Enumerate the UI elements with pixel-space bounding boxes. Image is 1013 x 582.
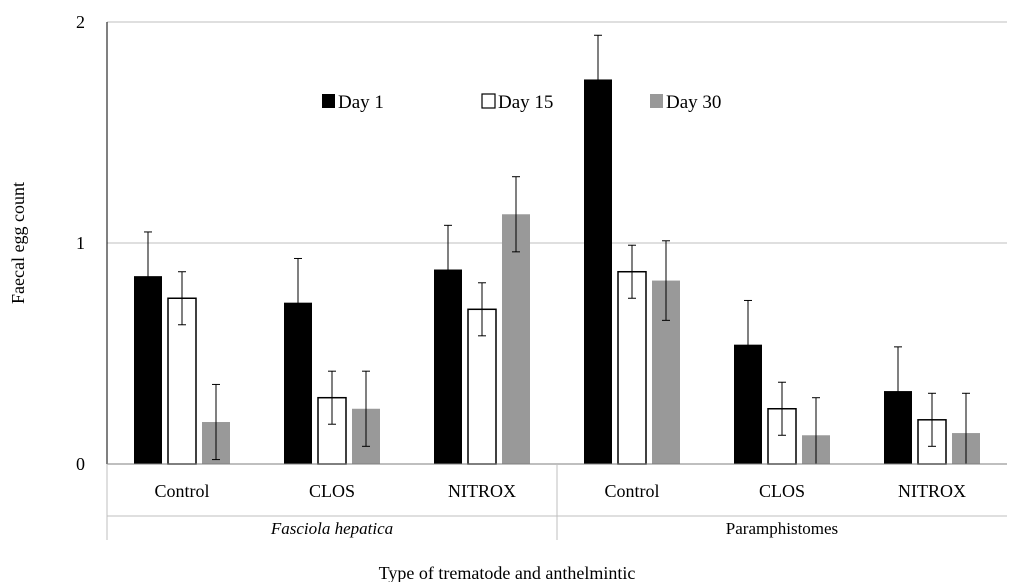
x-tick-label: CLOS	[759, 481, 805, 501]
x-axis-label: Type of trematode and anthelmintic	[379, 563, 636, 582]
x-tick-label: Control	[154, 481, 209, 501]
legend-label: Day 30	[666, 92, 721, 113]
legend-swatch	[650, 94, 663, 108]
group-label: Fasciola hepatica	[270, 519, 393, 538]
legend-label: Day 1	[338, 92, 384, 113]
bar	[502, 214, 530, 464]
y-axis-label: Faecal egg count	[8, 182, 28, 304]
legend-label: Day 15	[498, 92, 553, 113]
x-tick-label: CLOS	[309, 481, 355, 501]
x-tick-label: Control	[604, 481, 659, 501]
bars	[134, 34, 980, 465]
x-tick-label: NITROX	[448, 481, 516, 501]
legend-swatch	[481, 93, 496, 109]
axes: 0 1 2 Fasciola hepatica Paramphistomes Contro…	[76, 12, 1007, 540]
legend-swatch	[322, 94, 335, 108]
y-tick-label: 1	[76, 233, 85, 253]
group-label: Paramphistomes	[726, 519, 838, 538]
gridlines	[107, 21, 1007, 244]
bar	[584, 79, 612, 465]
y-tick-label: 2	[76, 12, 85, 32]
legend: Day 1 Day 15 Day 30	[322, 92, 721, 113]
x-tick-label: NITROX	[898, 481, 966, 501]
y-tick-label: 0	[76, 454, 85, 474]
bar	[617, 270, 647, 465]
